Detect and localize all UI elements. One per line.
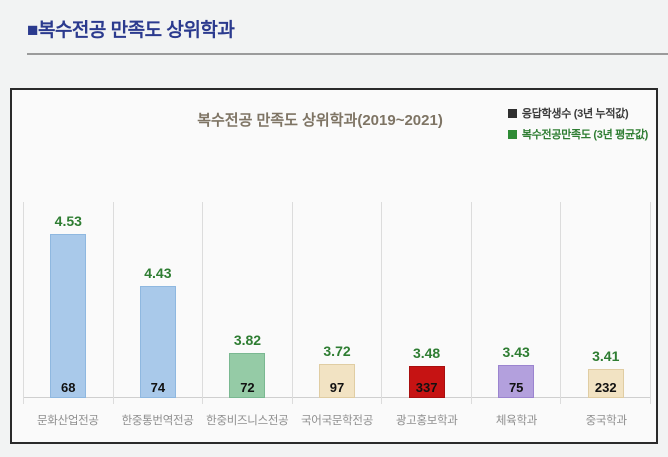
legend-label-respondents: 응답학생수 (3년 누적값) [521, 108, 629, 120]
category-slot: 3.72 97 [291, 202, 382, 404]
respondent-count-label: 68 [61, 380, 76, 395]
title-divider [27, 53, 668, 55]
satisfaction-value-label: 3.41 [592, 348, 620, 364]
category-label: 체육학과 [495, 415, 538, 427]
category-slot: 3.48 337 [381, 202, 471, 404]
chart-title: 복수전공 만족도 상위학과(2019~2021) [197, 112, 443, 129]
category-label: 중국학과 [585, 415, 627, 427]
page-header: ■복수전공 만족도 상위학과 [0, 0, 668, 55]
satisfaction-value-label: 3.72 [323, 343, 351, 359]
satisfaction-value-label: 3.48 [412, 345, 441, 361]
category-slot: 3.43 75 [470, 202, 561, 404]
respondent-count-label: 337 [415, 380, 438, 395]
category-label: 한중비즈니스전공 [206, 415, 289, 427]
category-label: 광고홍보학과 [395, 415, 458, 427]
bar: 97 [319, 364, 356, 398]
legend-label-satisfaction: 복수전공만족도 (3년 평균값) [521, 129, 648, 141]
respondent-count-label: 232 [594, 380, 617, 395]
category-slot: 4.53 68 [23, 202, 113, 404]
satisfaction-value-label: 4.43 [144, 265, 172, 281]
plot-area: 4.53 68 4.43 74 3.82 72 3.72 97 3.48 337 3.43 75 3.4… [23, 202, 652, 404]
legend-swatch-dark-icon [507, 108, 517, 118]
legend-item-satisfaction: 복수전공만족도 (3년 평균값) [507, 126, 648, 142]
bar: 232 [587, 369, 624, 398]
respondent-count-label: 75 [508, 380, 524, 395]
satisfaction-value-label: 3.82 [233, 332, 262, 348]
legend-swatch-green-icon [507, 129, 517, 139]
chart-box: 복수전공 만족도 상위학과(2019~2021) 응답학생수 (3년 누적값) … [10, 88, 658, 444]
bar: 74 [139, 286, 176, 398]
satisfaction-value-label: 3.43 [502, 344, 530, 360]
respondent-count-label: 72 [240, 380, 255, 395]
bar: 72 [229, 353, 266, 398]
category-slot: 3.41 232 [560, 202, 652, 404]
satisfaction-value-label: 4.53 [54, 213, 82, 229]
category-label: 국어국문학전공 [301, 415, 373, 427]
respondent-count-label: 74 [150, 380, 166, 395]
respondent-count-label: 97 [329, 380, 345, 395]
category-slot: 3.82 72 [202, 202, 292, 404]
category-labels: 문화산업전공 한중통번역전공 한중비즈니스전공 국어국문학전공 광고홍보학과 체육학과 중국… [23, 412, 651, 428]
category-label: 한중통번역전공 [121, 415, 194, 427]
bar: 75 [498, 365, 535, 398]
page-title: ■복수전공 만족도 상위학과 [27, 20, 235, 41]
category-slot: 4.43 74 [112, 202, 203, 404]
legend-item-respondents: 응답학생수 (3년 누적값) [507, 105, 648, 121]
chart-legend: 응답학생수 (3년 누적값) 복수전공만족도 (3년 평균값) [507, 105, 648, 142]
bar: 68 [50, 234, 87, 398]
category-label: 문화산업전공 [37, 415, 99, 427]
bar: 337 [408, 366, 445, 398]
